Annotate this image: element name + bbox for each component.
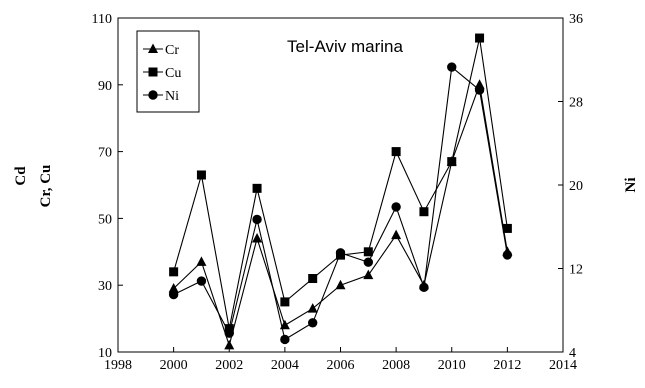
y-left-tick-label: 90 bbox=[98, 79, 112, 94]
y-right-tick-label: 28 bbox=[569, 96, 583, 111]
legend-label: Cr bbox=[165, 43, 179, 58]
y-right-tick-label: 4 bbox=[569, 346, 576, 361]
x-tick-label: 2002 bbox=[215, 358, 243, 373]
data-point-ni bbox=[224, 328, 234, 338]
y-left-tick-label: 10 bbox=[98, 346, 112, 361]
y-right-tick-label: 12 bbox=[569, 263, 583, 278]
series-ni bbox=[168, 62, 513, 345]
x-tick-label: 1998 bbox=[104, 358, 132, 373]
data-point-ni bbox=[307, 318, 318, 328]
x-tick-label: 2010 bbox=[438, 358, 466, 373]
data-point-cr bbox=[307, 303, 318, 313]
data-point-ni bbox=[502, 250, 513, 260]
data-point-cu bbox=[196, 170, 206, 180]
y-left-tick-label: 50 bbox=[98, 212, 112, 227]
legend-marker-cu bbox=[148, 67, 158, 77]
legend-item-cr: Cr bbox=[143, 43, 179, 58]
x-tick-label: 2000 bbox=[160, 358, 188, 373]
legend-item-ni: Ni bbox=[143, 89, 179, 104]
x-tick-label: 2006 bbox=[327, 358, 355, 373]
series-line-cr bbox=[173, 82, 508, 348]
data-point-cr bbox=[196, 256, 207, 266]
data-point-cr bbox=[252, 232, 263, 243]
data-point-ni bbox=[391, 202, 401, 212]
x-tick-label: 2004 bbox=[271, 358, 299, 373]
data-point-cu bbox=[280, 297, 290, 307]
data-point-cu bbox=[502, 223, 512, 233]
series-layer bbox=[168, 33, 513, 350]
x-tick-label: 2014 bbox=[549, 358, 577, 373]
data-point-cu bbox=[363, 247, 373, 257]
data-point-cr bbox=[363, 269, 374, 280]
data-point-cu bbox=[475, 33, 485, 43]
left-axis-title-cr-cu: Cr, Cu bbox=[38, 165, 54, 208]
legend: Cr Cu Ni bbox=[136, 30, 200, 113]
data-point-cu bbox=[252, 183, 262, 193]
legend-item-cu: Cu bbox=[143, 66, 181, 81]
y-left-tick-label: 110 bbox=[92, 12, 112, 27]
data-point-cr bbox=[335, 279, 346, 290]
data-point-cr bbox=[391, 229, 402, 240]
data-point-ni bbox=[474, 85, 485, 95]
left-axis-title-cd: Cd bbox=[13, 166, 29, 186]
legend-marker-cr bbox=[148, 43, 158, 53]
right-axis-title-ni: Ni bbox=[623, 178, 639, 193]
chart-title: Tel-Aviv marina bbox=[287, 37, 403, 56]
data-point-cu bbox=[447, 157, 457, 167]
data-point-cu bbox=[419, 207, 429, 217]
x-tick-label: 2012 bbox=[493, 358, 521, 373]
data-point-ni bbox=[363, 257, 374, 267]
data-point-ni bbox=[447, 62, 457, 72]
data-point-ni bbox=[280, 334, 290, 345]
y-right-tick-label: 20 bbox=[569, 179, 583, 194]
data-point-cu bbox=[391, 147, 401, 157]
legend-label: Ni bbox=[165, 89, 179, 104]
data-point-ni bbox=[335, 248, 346, 258]
legend-label: Cu bbox=[165, 66, 181, 81]
axes-layer: 1998 2000 2002 2004 2006 2008 2010 2012 20141030… bbox=[92, 12, 583, 373]
data-point-ni bbox=[168, 289, 179, 300]
data-point-cu bbox=[308, 274, 318, 284]
legend-marker-ni bbox=[148, 90, 158, 100]
data-point-cu bbox=[169, 267, 179, 277]
data-point-ni bbox=[419, 282, 429, 292]
y-left-tick-label: 70 bbox=[98, 146, 112, 161]
data-point-cr bbox=[224, 339, 235, 350]
y-left-tick-label: 30 bbox=[98, 279, 112, 294]
x-tick-label: 2008 bbox=[382, 358, 410, 373]
y-right-tick-label: 36 bbox=[569, 12, 583, 27]
data-point-ni bbox=[196, 276, 207, 286]
data-point-cr bbox=[168, 283, 179, 293]
data-point-ni bbox=[252, 214, 262, 225]
